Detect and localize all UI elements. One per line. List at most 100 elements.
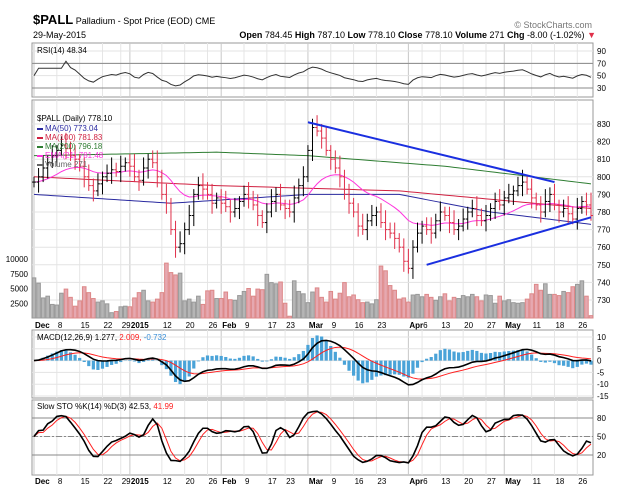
macd-histogram-bar <box>420 360 424 363</box>
x-tick: 20 <box>464 321 473 330</box>
volume-bar <box>145 300 151 319</box>
macd-histogram-bar <box>146 359 150 361</box>
close-value: 778.10 <box>425 30 453 40</box>
x-tick: 11 <box>533 321 542 330</box>
legend-entry: MA(50) 773.04 <box>45 124 98 133</box>
macd-histogram-bar <box>338 357 342 361</box>
macd-histogram-bar <box>562 360 566 366</box>
macd-histogram-bar <box>151 358 155 361</box>
volume-bar <box>355 299 361 319</box>
volume-bar <box>250 295 256 319</box>
x-tick: 9 <box>245 321 250 330</box>
x-tick: 23 <box>377 321 386 330</box>
x-tick: 27 <box>487 477 496 486</box>
chart-date: 29-May-2015 <box>33 30 87 40</box>
x-tick: Apr <box>409 321 423 330</box>
volume-bar <box>465 296 471 319</box>
volume-bar <box>136 292 142 319</box>
macd-histogram-bar <box>534 358 538 361</box>
volume-bar <box>173 274 178 319</box>
volume-bar <box>424 293 429 319</box>
volume-bar <box>410 294 416 319</box>
volume-bar <box>241 290 247 319</box>
macd-legend: MACD(12,26,9) 1.277, 2.009, -0.732 <box>37 333 167 342</box>
macd-histogram-bar <box>365 360 369 383</box>
macd-histogram-bar <box>73 354 77 361</box>
macd-histogram-bar <box>315 335 319 361</box>
macd-histogram-bar <box>50 353 54 361</box>
macd-histogram-bar <box>456 352 461 361</box>
volume-bar <box>346 296 352 319</box>
volume-bar <box>515 302 521 319</box>
x-tick: 11 <box>533 477 542 486</box>
volume-value: 271 <box>489 30 505 40</box>
x-tick: 8 <box>58 477 63 486</box>
macd-histogram-bar <box>388 360 392 375</box>
volume-bar <box>438 296 443 319</box>
macd-histogram-bar <box>242 355 246 361</box>
macd-histogram-bar <box>137 360 141 364</box>
x-tick: 15 <box>81 477 90 486</box>
price-tick: 740 <box>597 278 611 287</box>
price-tick: 750 <box>597 261 611 270</box>
macd-histogram-bar <box>100 360 105 369</box>
macd-histogram-bar <box>466 350 470 361</box>
macd-histogram-bar <box>64 350 68 361</box>
x-tick: Feb <box>222 477 236 486</box>
volume-bar <box>415 293 420 319</box>
volume-bar <box>218 298 224 319</box>
volume-bar <box>584 295 589 319</box>
macd-histogram-bar <box>201 357 205 361</box>
macd-histogram-bar <box>516 350 520 361</box>
volume-bar <box>209 289 215 319</box>
volume-bar <box>186 298 192 319</box>
macd-histogram-bar <box>479 352 484 361</box>
x-tick: 29 <box>122 477 131 486</box>
x-tick: Dec <box>35 321 50 330</box>
x-tick: 20 <box>186 321 195 330</box>
volume-bar <box>369 303 375 319</box>
volume-bar <box>301 293 306 319</box>
x-tick: 15 <box>81 321 90 330</box>
rsi-tick: 50 <box>597 72 606 81</box>
x-tick: Feb <box>222 321 236 330</box>
x-tick: 9 <box>245 477 250 486</box>
volume-bar <box>132 297 137 319</box>
x-tick: 17 <box>268 321 277 330</box>
volume-bar <box>556 295 562 319</box>
price-tick: 800 <box>597 173 611 182</box>
macd-histogram-bar <box>215 355 219 361</box>
volume-bar <box>319 296 324 319</box>
macd-histogram-bar <box>470 349 474 361</box>
legend-swatch <box>37 137 43 139</box>
volume-bar <box>396 298 402 319</box>
volume-bar <box>451 296 457 319</box>
x-tick: 13 <box>441 321 450 330</box>
x-tick: 16 <box>355 321 364 330</box>
volume-bar <box>447 300 452 319</box>
volume-bar <box>392 289 397 319</box>
volume-bar <box>86 292 92 319</box>
macd-tick: 10 <box>597 333 606 342</box>
macd-line <box>33 339 592 386</box>
volume-bar <box>36 282 41 319</box>
volume-bar <box>501 300 507 319</box>
volume-bar <box>63 288 69 319</box>
volume-bar <box>565 292 571 319</box>
sto-d-line <box>33 411 592 463</box>
macd-histogram-bar <box>297 354 301 361</box>
volume-bar <box>104 303 110 319</box>
symbol: $PALL <box>33 12 74 27</box>
legend-entry: MA(100) 781.83 <box>45 133 103 142</box>
macd-histogram-bar <box>434 353 438 361</box>
volume-bar <box>579 280 585 319</box>
rsi-tick: 30 <box>597 84 606 93</box>
volume-bar <box>54 304 60 319</box>
chart-title: $PALL Palladium - Spot Price (EOD) CME <box>33 12 215 27</box>
macd-histogram-bar <box>411 360 415 374</box>
volume-bar <box>237 295 242 319</box>
macd-histogram-bar <box>55 351 59 361</box>
macd-histogram-bar <box>91 360 95 370</box>
